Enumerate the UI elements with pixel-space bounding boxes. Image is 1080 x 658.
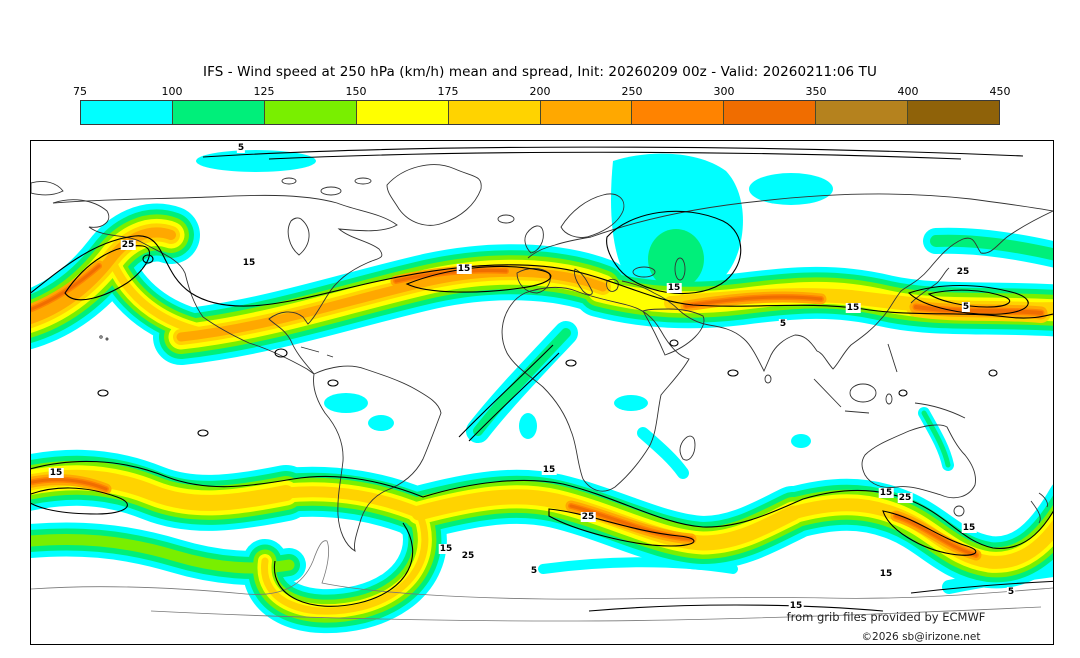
spread-contour-label: 5 [236, 143, 246, 153]
spread-contour-label: 5 [1006, 587, 1016, 597]
colorbar-swatch-5 [540, 101, 633, 124]
colorbar-tick-350: 350 [805, 85, 827, 98]
spread-contour-label: 25 [120, 240, 136, 250]
spread-contour-label: 15 [241, 258, 257, 268]
spread-contour-label: 25 [955, 267, 971, 277]
spread-contour-label: 15 [456, 264, 472, 274]
colorbar-tick-125: 125 [253, 85, 275, 98]
spread-contour-label: 25 [460, 551, 476, 561]
colorbar-tick-150: 150 [345, 85, 367, 98]
spread-contour-label: 15 [541, 465, 557, 475]
antarctica-coastline [31, 540, 1053, 622]
spread-contour-label: 15 [438, 544, 454, 554]
spread-contour-label: 5 [961, 302, 971, 312]
spread-contour-label: 25 [897, 493, 913, 503]
attribution-text: from grib files provided by ECMWF [786, 610, 986, 624]
colorbar-tick-100: 100 [161, 85, 183, 98]
colorbar-tick-75: 75 [73, 85, 87, 98]
colorbar-swatch-3 [356, 101, 449, 124]
coastlines-layer [31, 164, 1053, 552]
spread-contours-layer [31, 146, 1053, 612]
colorbar: 75 100 125 150 175 200 250 300 350 400 450 [73, 85, 1011, 126]
colorbar-swatch-2 [264, 101, 357, 124]
spread-contour-label: 15 [878, 488, 894, 498]
map-canvas [31, 146, 1053, 644]
colorbar-tick-400: 400 [897, 85, 919, 98]
world-map-panel: 5 25 15 15 15 5 25 15 5 15 15 25 15 25 15 25 15 15 15 5 5 fr… [30, 140, 1054, 645]
spread-contour-label: 15 [878, 569, 894, 579]
colorbar-swatch-7 [724, 101, 817, 124]
copyright-text: ©2026 sb@irizone.net [861, 631, 981, 643]
spread-contour-label: 5 [778, 319, 788, 329]
spread-contour-label: 5 [529, 566, 539, 576]
colorbar-swatch-8 [816, 101, 909, 124]
colorbar-swatch-1 [172, 101, 265, 124]
chart-title: IFS - Wind speed at 250 hPa (km/h) mean … [203, 64, 877, 80]
colorbar-swatch-9 [908, 101, 1000, 124]
colorbar-swatch-4 [448, 101, 541, 124]
colorbar-swatch-6 [632, 101, 725, 124]
spread-contour-label: 15 [666, 283, 682, 293]
spread-contour-label: 15 [961, 523, 977, 533]
spread-contour-label: 15 [788, 601, 804, 611]
colorbar-tick-450: 450 [989, 85, 1011, 98]
colorbar-swatches [80, 100, 1000, 125]
spread-contour-label: 15 [845, 303, 861, 313]
spread-contour-label: 25 [580, 512, 596, 522]
colorbar-tick-250: 250 [621, 85, 643, 98]
colorbar-tick-200: 200 [529, 85, 551, 98]
colorbar-tick-175: 175 [437, 85, 459, 98]
wind-speed-fill-layer [31, 150, 1053, 611]
spread-contour-label: 15 [48, 468, 64, 478]
colorbar-tick-300: 300 [713, 85, 735, 98]
colorbar-swatch-0 [81, 101, 173, 124]
colorbar-tick-labels: 75 100 125 150 175 200 250 300 350 400 450 [73, 85, 1011, 99]
